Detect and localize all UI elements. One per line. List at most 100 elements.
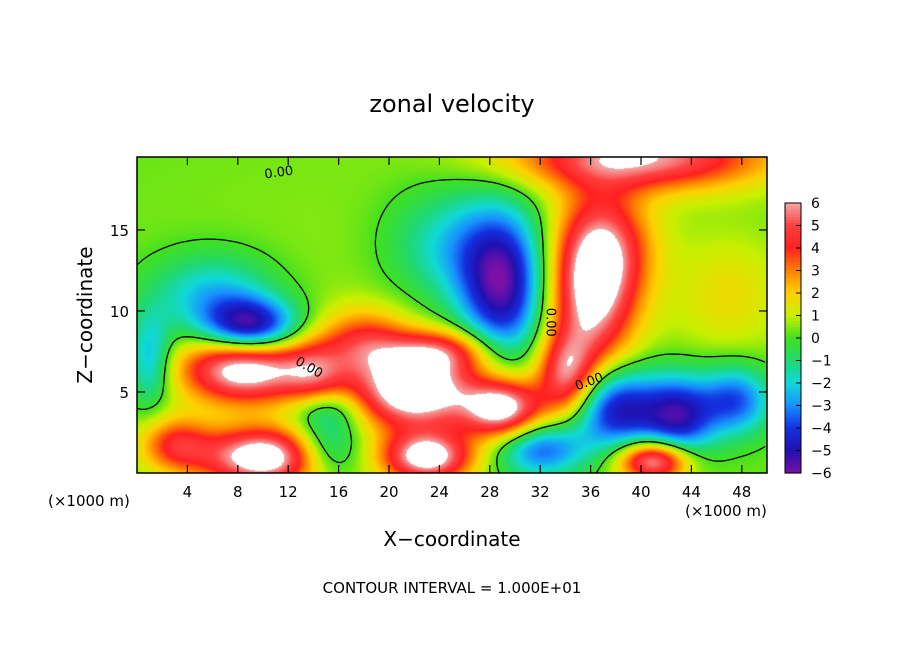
colorbar-swatch	[785, 338, 801, 342]
colorbar-swatch	[785, 231, 801, 235]
colorbar-swatch	[785, 248, 801, 252]
colorbar-swatch	[785, 267, 801, 272]
colorbar-swatch	[785, 433, 801, 438]
colorbar-swatch	[785, 264, 801, 269]
colorbar-swatch	[785, 329, 801, 333]
colorbar-swatch	[785, 391, 801, 395]
x-tick-label: 44	[682, 483, 701, 501]
colorbar-swatch	[785, 284, 801, 288]
colorbar-swatch	[785, 425, 801, 429]
colorbar-swatch	[785, 380, 801, 384]
colorbar-swatch	[785, 394, 801, 398]
colorbar-swatch	[785, 456, 801, 460]
colorbar-swatch	[785, 385, 801, 390]
colorbar-label: −1	[811, 354, 832, 370]
colorbar-swatch	[785, 349, 801, 353]
colorbar-swatch	[785, 318, 801, 322]
colorbar-swatch	[785, 405, 801, 409]
colorbar-label: 0	[811, 331, 820, 347]
colorbar-swatch	[785, 233, 801, 238]
x-unit-right: (×1000 m)	[685, 502, 767, 520]
colorbar-label: 2	[811, 286, 820, 302]
colorbar-swatch	[785, 276, 801, 280]
colorbar-label: −6	[811, 466, 832, 482]
y-axis: 5 10 15	[110, 222, 767, 402]
x-tick-label: 24	[430, 483, 449, 501]
colorbar-swatch	[785, 340, 801, 345]
colorbar-label: 5	[811, 219, 820, 235]
x-tick-label: 32	[531, 483, 550, 501]
colorbar-label: −2	[811, 376, 832, 392]
colorbar-swatch	[785, 290, 801, 294]
chart-title: zonal velocity	[369, 90, 534, 118]
colorbar-swatch	[785, 343, 801, 348]
y-tick-label: 10	[110, 303, 129, 321]
colorbar-swatch	[785, 346, 801, 350]
colorbar-swatch	[785, 281, 801, 286]
x-tick-label: 28	[480, 483, 499, 501]
colorbar-swatch	[785, 442, 801, 446]
colorbar-swatch	[785, 360, 801, 364]
colorbar-swatch	[785, 211, 801, 215]
colorbar-swatch	[785, 326, 801, 331]
x-axis-label: X−coordinate	[383, 527, 520, 551]
colorbar-swatch	[785, 332, 801, 336]
colorbar-swatch	[785, 270, 801, 274]
heatmap-field	[137, 157, 767, 473]
colorbar-swatch	[785, 439, 801, 443]
x-tick-label: 8	[233, 483, 243, 501]
contour-interval-note: CONTOUR INTERVAL = 1.000E+01	[323, 579, 582, 597]
colorbar-swatch	[785, 301, 801, 305]
colorbar-swatch	[785, 287, 801, 291]
colorbar-swatch	[785, 315, 801, 319]
colorbar-swatch	[785, 363, 801, 367]
colorbar-swatch	[785, 447, 801, 452]
colorbar-swatch	[785, 411, 801, 415]
colorbar-swatch	[785, 307, 801, 311]
colorbar-swatch	[785, 214, 801, 218]
colorbar-swatch	[785, 259, 801, 263]
colorbar-swatch	[785, 312, 801, 317]
colorbar-swatch	[785, 219, 801, 224]
x-tick-label: 40	[631, 483, 650, 501]
colorbar-swatch	[785, 242, 801, 246]
colorbar-swatch	[785, 450, 801, 454]
colorbar-swatch	[785, 354, 801, 359]
y-tick-label: 5	[119, 384, 129, 402]
colorbar-label: −3	[811, 399, 832, 415]
x-unit-left: (×1000 m)	[48, 492, 130, 510]
colorbar-swatch	[785, 470, 801, 474]
colorbar-swatch	[785, 222, 801, 227]
x-axis: 4 8 12 16 20 24 28 32 36 40 44 48	[183, 157, 751, 501]
colorbar-swatch	[785, 368, 801, 373]
colorbar-swatch	[785, 377, 801, 381]
contour-label: 0.00	[264, 164, 295, 183]
colorbar-swatch	[785, 203, 801, 207]
x-tick-label: 48	[732, 483, 751, 501]
colorbar-swatch	[785, 295, 801, 300]
colorbar-swatch	[785, 467, 801, 471]
colorbar-swatch	[785, 428, 801, 432]
colorbar-swatch	[785, 225, 801, 229]
colorbar-swatch	[785, 273, 801, 277]
colorbar-swatch	[785, 208, 801, 213]
colorbar-swatch	[785, 205, 801, 210]
colorbar-swatch	[785, 256, 801, 260]
zero-contour-path	[136, 178, 766, 474]
colorbar-swatch	[785, 293, 801, 297]
x-tick-label: 16	[329, 483, 348, 501]
colorbar-label: 3	[811, 264, 820, 280]
colorbar-swatch	[785, 464, 801, 468]
y-axis-label: Z−coordinate	[73, 246, 97, 383]
y-tick-label: 15	[110, 222, 129, 240]
colorbar: 6 5 4 3 2 1 0 −1 −2 −3 −4 −5 −6	[784, 196, 832, 482]
colorbar-label: −4	[811, 421, 832, 437]
x-tick-label: 20	[379, 483, 398, 501]
colorbar-swatch	[785, 304, 801, 308]
colorbar-swatch	[785, 416, 801, 421]
colorbar-swatch	[785, 422, 801, 426]
colorbar-swatch	[785, 250, 801, 255]
colorbar-swatch	[785, 321, 801, 325]
colorbar-label: −5	[811, 444, 832, 460]
colorbar-swatch	[785, 436, 801, 440]
